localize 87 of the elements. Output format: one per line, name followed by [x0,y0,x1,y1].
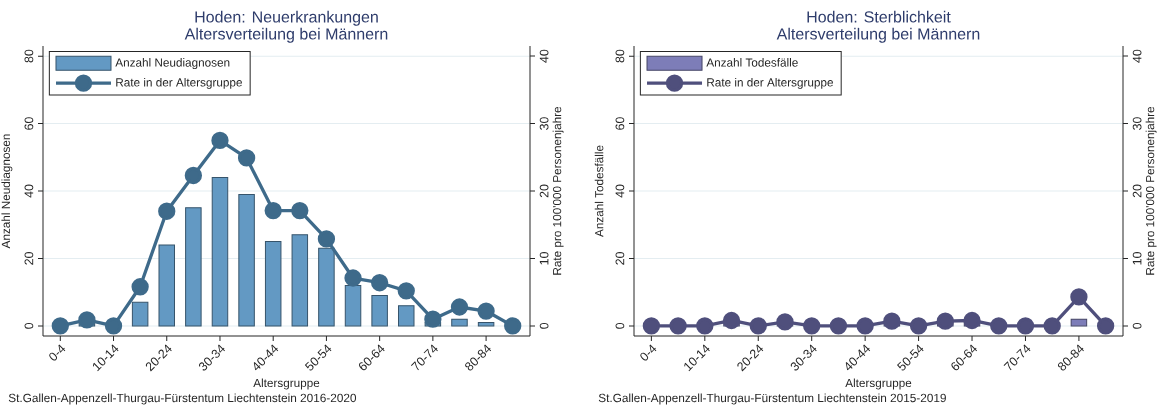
text: St.Gallen-Appenzell-Thurgau-Fürstentum Liechtenstein 2016-2020 [8,393,357,405]
point [184,166,203,185]
point [776,313,794,331]
y-tick-label: 40 [24,184,34,198]
y-axis-title: Anzahl Neudiagnosen [1,134,13,249]
point [1070,288,1088,306]
y2-tick-label: 0 [1132,322,1142,329]
bar [238,193,255,327]
y-tick-label: 60 [615,117,625,130]
point [829,317,848,335]
bar [318,247,335,327]
legend-label: Rate in der Altersgruppe [116,77,242,89]
y-tick-label: 60 [24,117,34,130]
y2-tick-label: 40 [1132,49,1142,63]
bar [371,295,388,327]
bar [398,305,415,327]
bar [131,301,149,327]
point [291,201,309,220]
y2-tick-label: 20 [539,184,549,198]
legend-label: Anzahl Todesfälle [706,58,798,67]
point [504,317,522,335]
point [696,317,714,335]
y-tick-label: 20 [24,252,34,265]
bar [291,234,309,327]
point [158,202,176,220]
point [803,317,821,335]
y2-tick-label: 10 [1132,252,1142,265]
chart-subtitle: Altersverteilung bei Männern [184,27,388,43]
x-axis-title: Altersgruppe [253,378,320,390]
point [477,302,495,320]
point [264,201,282,220]
y-tick-label: 20 [615,252,625,265]
y-axis-title: Anzahl Todesfälle [594,145,604,237]
point [237,149,256,167]
legend-label: Rate in der Altersgruppe [707,77,833,89]
point [990,317,1008,335]
y-tick-label: 0 [615,322,625,329]
point [424,310,442,328]
x-axis-title: Altersgruppe [845,378,912,390]
y2-tick-label: 0 [539,322,549,329]
point [669,317,687,335]
y2-tick-label: 40 [539,49,549,63]
bar [185,207,202,327]
bar [264,241,282,327]
x-tick-label: 0-4 [640,344,657,361]
legend-label: Anzahl Neudiagnosen [115,58,230,70]
x-tick-label: 0-4 [49,344,66,361]
y-tick-label: 80 [24,49,34,63]
y2-tick-label: 30 [539,117,549,130]
point [936,312,954,330]
point [1096,317,1115,335]
point [963,311,981,330]
point [78,311,96,329]
point [450,298,469,316]
y-tick-label: 80 [615,49,625,63]
point [749,317,767,335]
y-tick-label: 0 [24,322,34,329]
bar [477,322,495,327]
chart-subtitle: Altersverteilung bei Männern [776,27,980,43]
text: St.Gallen-Appenzell-Thurgau-Fürstentum Liechtenstein 2015-2019 [598,393,946,405]
point [317,230,336,248]
point [909,317,928,335]
point [397,282,415,300]
bar [344,284,362,327]
chart-title: Hoden: Neuerkrankungen [195,10,378,26]
point [1043,317,1061,335]
point [51,317,69,335]
y2-tick-label: 30 [1132,117,1142,130]
point [642,317,661,335]
point [131,278,149,296]
point [722,311,741,330]
bar [158,244,175,327]
point [856,317,874,335]
point [104,317,123,335]
point [211,131,229,150]
point [883,312,901,330]
y2-tick-label: 20 [1132,184,1142,198]
bar [211,177,229,327]
bar [451,318,468,327]
y2-axis-title: Rate pro 100'000 Personenjahre [1145,106,1157,275]
point [1016,317,1035,335]
chart-title: Hoden: Sterblichkeit [807,10,951,23]
y-tick-label: 40 [615,184,625,198]
y2-axis-title: Rate pro 100'000 Personenjahre [552,106,564,275]
point [344,269,362,287]
point [371,274,389,292]
y2-tick-label: 10 [539,252,549,265]
